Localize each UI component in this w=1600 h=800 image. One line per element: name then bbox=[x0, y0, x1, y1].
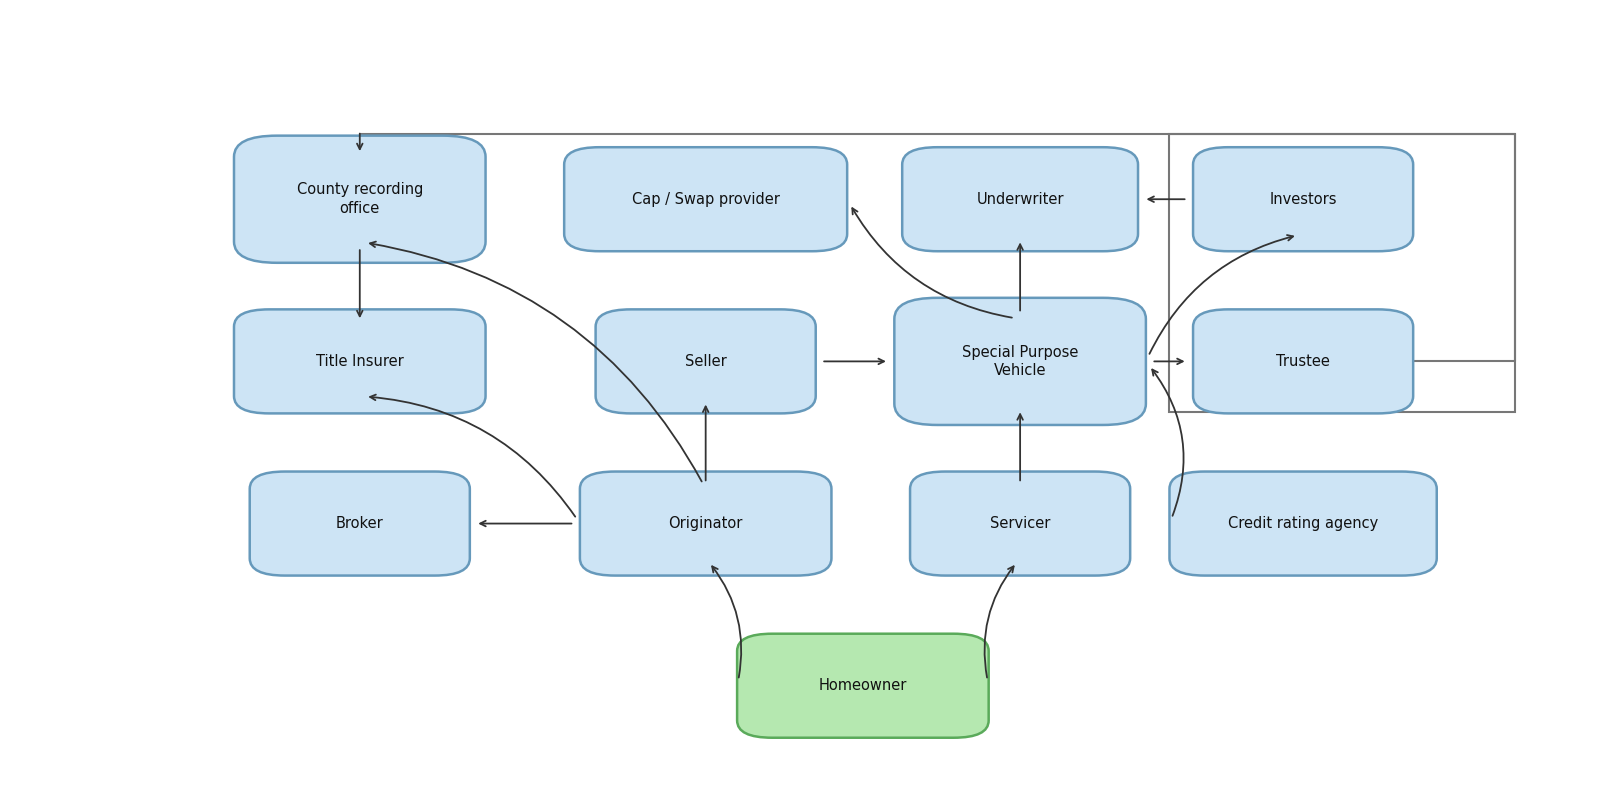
FancyBboxPatch shape bbox=[902, 147, 1138, 251]
Text: Seller: Seller bbox=[685, 354, 726, 369]
Text: Trustee: Trustee bbox=[1277, 354, 1330, 369]
Text: Investors: Investors bbox=[1269, 192, 1338, 206]
FancyBboxPatch shape bbox=[1194, 310, 1413, 414]
FancyBboxPatch shape bbox=[595, 310, 816, 414]
Text: Special Purpose
Vehicle: Special Purpose Vehicle bbox=[962, 345, 1078, 378]
Text: Servicer: Servicer bbox=[990, 516, 1050, 531]
FancyBboxPatch shape bbox=[234, 310, 485, 414]
Text: County recording
office: County recording office bbox=[296, 182, 422, 216]
Text: Cap / Swap provider: Cap / Swap provider bbox=[632, 192, 779, 206]
Text: Homeowner: Homeowner bbox=[819, 678, 907, 694]
FancyBboxPatch shape bbox=[1170, 471, 1437, 575]
FancyBboxPatch shape bbox=[579, 471, 832, 575]
Text: Underwriter: Underwriter bbox=[976, 192, 1064, 206]
FancyBboxPatch shape bbox=[738, 634, 989, 738]
Text: Credit rating agency: Credit rating agency bbox=[1227, 516, 1378, 531]
Text: Originator: Originator bbox=[669, 516, 742, 531]
FancyBboxPatch shape bbox=[234, 136, 485, 262]
Bar bbox=[1170, 134, 1515, 411]
FancyBboxPatch shape bbox=[1194, 147, 1413, 251]
FancyBboxPatch shape bbox=[894, 298, 1146, 425]
Text: Broker: Broker bbox=[336, 516, 384, 531]
FancyBboxPatch shape bbox=[565, 147, 846, 251]
Text: Title Insurer: Title Insurer bbox=[315, 354, 403, 369]
FancyBboxPatch shape bbox=[250, 471, 470, 575]
FancyBboxPatch shape bbox=[910, 471, 1130, 575]
